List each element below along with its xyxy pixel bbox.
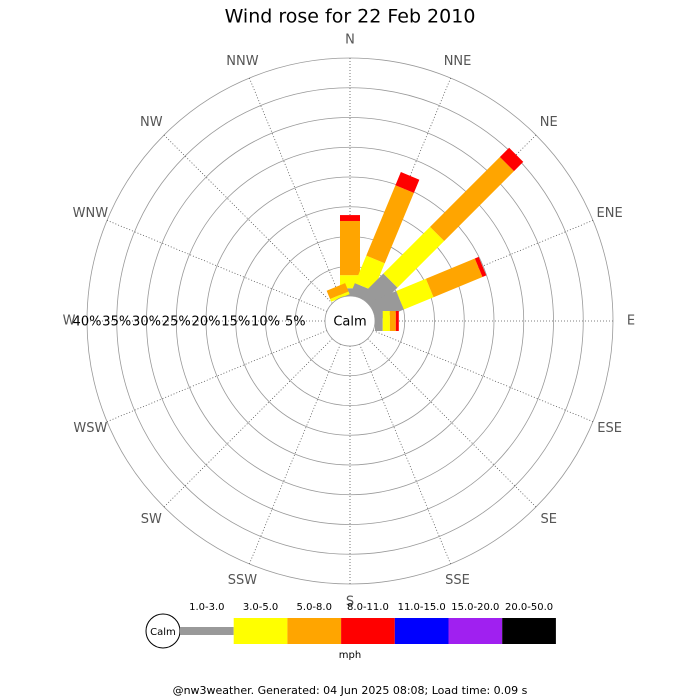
legend-label: 8.0-11.0 [347,602,389,613]
direction-label: S [346,595,354,610]
spoke [372,330,594,423]
direction-label: NE [540,115,558,130]
bar-segment [375,311,383,331]
spoke [106,219,328,312]
bar-segment [354,255,385,291]
legend-swatch [233,618,288,644]
direction-label: SSE [445,573,470,588]
grid-ring [116,87,584,555]
legend-swatch [341,618,395,644]
ring-label: 20% [192,315,221,330]
bar-segment [425,258,483,298]
bar-segment [395,311,399,331]
bar-segment [366,185,414,264]
legend-label: 11.0-15.0 [398,602,446,613]
legend-label: 15.0-20.0 [451,602,499,613]
direction-label: W [63,314,76,329]
direction-label: WNW [73,206,109,221]
ring-label: 35% [102,315,131,330]
legend-label: 1.0-3.0 [189,602,224,613]
legend-calm-label: Calm [150,627,176,638]
direction-label: NNE [444,54,472,69]
calm-circle [324,295,376,347]
ring-label: 15% [221,315,250,330]
grid-ring [146,117,554,525]
bar-segment [396,278,434,310]
calm-label: Calm [333,315,366,330]
legend-swatch [394,618,449,644]
chart-title: Wind rose for 22 Feb 2010 [225,6,476,28]
bar-segment [430,156,515,241]
bar-segment [474,256,487,277]
bar-segment [383,226,445,288]
ring-label: 5% [285,315,306,330]
direction-label: NW [140,115,163,130]
legend-label: 5.0-8.0 [297,602,332,613]
legend-swatch [180,627,234,635]
spoke [248,77,341,299]
direction-label: SSW [228,573,258,588]
ring-label: 40% [73,315,102,330]
grid-ring [175,146,525,496]
bar-segment [360,273,398,311]
bar-segment [330,291,350,302]
legend-swatch [502,618,556,644]
grid-ring [205,176,495,466]
direction-label: WSW [73,421,107,436]
direction-label: E [627,314,635,329]
legend-label: 20.0-50.0 [505,602,553,613]
grid-ring [235,206,465,436]
bar-segment [326,283,349,299]
footer: @nw3weather. Generated: 04 Jun 2025 08:0… [173,684,528,697]
spoke [367,338,537,508]
bar-segment [382,311,390,331]
spoke [359,343,452,565]
bar-segment [389,311,396,331]
spoke [163,134,333,304]
direction-label: ENE [597,206,623,221]
direction-label: N [345,33,355,48]
ring-label: 25% [162,315,191,330]
ring-label: 10% [251,315,280,330]
bar-segment [340,221,360,276]
bar-segment [340,215,360,222]
legend-swatch [448,618,503,644]
direction-label: NNW [226,54,258,69]
ring-label: 30% [132,315,161,330]
units-label: mph [339,650,361,661]
spoke [106,330,328,423]
direction-label: ESE [597,421,622,436]
legend-label: 3.0-5.0 [243,602,278,613]
bar-segment [340,288,360,296]
bar-segment [499,147,524,172]
legend-swatch [287,618,342,644]
spoke [248,343,341,565]
direction-label: SE [540,512,556,527]
direction-label: SW [141,512,162,527]
spoke [163,338,333,508]
bar-segment [395,172,420,193]
